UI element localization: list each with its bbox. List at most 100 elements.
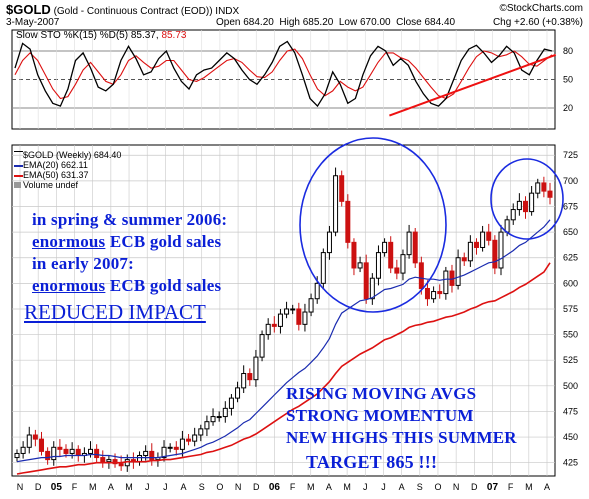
price-candle [382, 241, 388, 254]
ema20-line [16, 219, 551, 463]
indicator-panel-frame [11, 29, 556, 130]
price-candle [284, 308, 290, 315]
price-candle [412, 231, 418, 264]
price-tick-label: 700 [563, 176, 578, 186]
price-candle [192, 434, 198, 442]
x-tick-label: S [199, 482, 205, 492]
annotation-line3: in early 2007: [32, 254, 134, 273]
annotation-line2: enormous ECB gold sales [32, 232, 221, 252]
price-candle [143, 450, 149, 457]
price-candle [75, 448, 81, 457]
legend-ema20: EMA(20) 662.11 [14, 160, 121, 170]
price-tick-label: 675 [563, 201, 578, 211]
x-tick-label: A [399, 482, 405, 492]
price-candle [106, 459, 112, 463]
price-candle [461, 257, 467, 262]
x-tick-label: 06 [269, 482, 281, 493]
price-candle [314, 282, 320, 300]
price-candle [167, 446, 173, 449]
price-candle [480, 231, 486, 248]
price-candle [253, 356, 259, 381]
price-candle [351, 241, 357, 269]
chart-header: $GOLD (Gold - Continuous Contract (EOD))… [6, 2, 239, 17]
legend-volume: Volume undef [14, 180, 121, 190]
summary-rising-avgs: RISING MOVING AVGS [286, 384, 477, 403]
price-candle [88, 448, 94, 454]
price-panel-frame [11, 144, 556, 477]
x-tick-label: O [216, 482, 223, 492]
price-candle [235, 387, 241, 399]
price-tick-label: 650 [563, 227, 578, 237]
annotation-line1: in spring & summer 2006: [32, 210, 228, 229]
price-candle [547, 190, 553, 198]
price-candle [216, 416, 222, 419]
price-candle [94, 448, 100, 459]
price-candle [173, 446, 179, 450]
legend-ema50: EMA(50) 631.37 [14, 170, 121, 180]
price-candle [69, 448, 75, 454]
price-candle [302, 311, 308, 325]
x-tick-label: D [471, 482, 478, 492]
price-candle [259, 334, 265, 358]
price-candle [394, 267, 400, 274]
summary-strong-momentum: STRONG MOMENTUM [286, 406, 474, 425]
x-tick-label: J [145, 482, 150, 492]
x-tick-label: D [35, 482, 42, 492]
price-candle [455, 257, 461, 286]
x-tick-label: J [381, 482, 386, 492]
sto-k-line [14, 40, 553, 108]
indicator-d-value: 85.73 [161, 30, 187, 41]
price-candle [32, 434, 38, 440]
summary-target: TARGET 865 !!! [306, 452, 438, 472]
price-candle [357, 262, 363, 269]
price-candle [492, 239, 498, 269]
price-candle [45, 450, 51, 461]
price-candle [418, 262, 424, 289]
price-legend: $GOLD (Weekly) 684.40 EMA(20) 662.11 EMA… [14, 150, 121, 190]
price-candle [26, 434, 32, 448]
price-candle [271, 323, 277, 327]
price-candle [198, 428, 204, 436]
price-candle [522, 200, 528, 213]
price-candle [204, 421, 210, 430]
x-tick-label: A [326, 482, 332, 492]
price-candle [400, 254, 406, 274]
x-tick-label: A [181, 482, 187, 492]
price-tick-label: 525 [563, 355, 578, 365]
price-candle [388, 241, 394, 269]
price-candle [333, 175, 339, 233]
chart-symbol: $GOLD [6, 2, 51, 17]
price-candle [326, 231, 332, 254]
price-candle [443, 270, 449, 295]
annotation-line2-rest: ECB gold sales [105, 232, 222, 251]
x-tick-label: S [417, 482, 423, 492]
highlight-circle-2007 [490, 158, 564, 240]
price-candle [20, 446, 26, 454]
price-candle [339, 175, 345, 202]
x-tick-label: A [544, 482, 550, 492]
price-tick-label: 725 [563, 150, 578, 160]
price-candle [228, 397, 234, 409]
price-tick-label: 450 [563, 432, 578, 442]
indicator-k-label: Slow STO %K(15) %D(5) 85.37, [16, 30, 159, 41]
x-tick-label: A [108, 482, 114, 492]
price-tick-label: 625 [563, 253, 578, 263]
x-tick-label: F [508, 482, 514, 492]
price-candle [406, 231, 412, 256]
price-tick-label: 600 [563, 278, 578, 288]
price-candle [320, 252, 326, 284]
x-tick-label: F [72, 482, 78, 492]
x-tick-label: 05 [51, 482, 63, 493]
x-tick-label: N [235, 482, 242, 492]
price-candle [363, 262, 369, 300]
price-candle [375, 252, 381, 279]
price-candle [473, 241, 479, 248]
x-tick-label: O [434, 482, 441, 492]
price-candle [161, 446, 167, 459]
ohlc-readout: Open 684.20 High 685.20 Low 670.00 Close… [216, 17, 456, 28]
x-tick-label: N [453, 482, 460, 492]
price-candle [535, 182, 541, 194]
watermark: ©StockCharts.com [499, 3, 583, 14]
price-candle [369, 277, 375, 300]
